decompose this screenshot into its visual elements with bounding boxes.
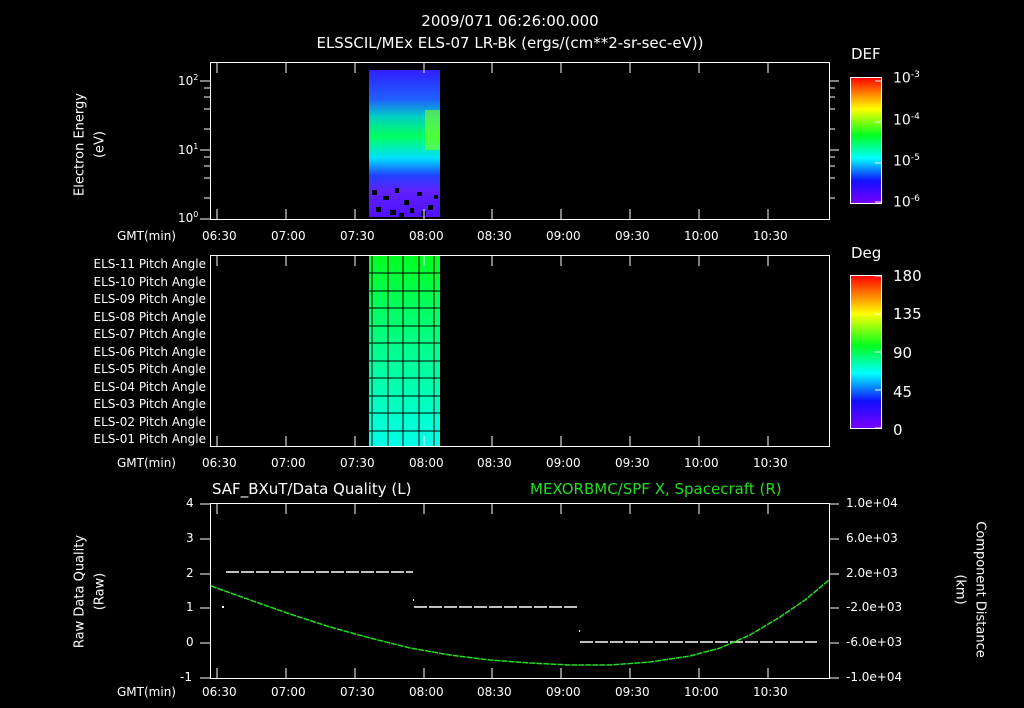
plot-title: ELSSCIL/MEx ELS-07 LR-Bk (ergs/(cm**2-sr… bbox=[316, 34, 704, 52]
right-ytick: -1.0e+04 bbox=[846, 670, 903, 684]
x-tick-label: 08:30 bbox=[477, 456, 512, 470]
panel1-yunit: (eV) bbox=[92, 130, 108, 159]
colorbar1-tick: 10-4 bbox=[893, 112, 920, 129]
x-tick-label: 09:30 bbox=[615, 685, 650, 699]
x-ticks-panel2 bbox=[216, 256, 769, 446]
panel3-right-yunit: (km) bbox=[952, 574, 968, 605]
x-tick-label: 09:30 bbox=[615, 229, 650, 243]
colorbar1-tick: 10-3 bbox=[893, 70, 920, 87]
pa-label: ELS-01 Pitch Angle bbox=[93, 432, 206, 446]
colorbar2-tick: 0 bbox=[893, 421, 903, 439]
x-tick-label: 10:30 bbox=[753, 456, 788, 470]
x-tick-label: 07:00 bbox=[271, 229, 306, 243]
x-tick-label: 08:00 bbox=[409, 456, 444, 470]
left-ytick: -1 bbox=[180, 670, 192, 684]
x-tick-label: 08:00 bbox=[409, 685, 444, 699]
x-tick-label: 10:00 bbox=[684, 229, 719, 243]
x-tick-label: 08:30 bbox=[477, 685, 512, 699]
panel1-ytick-10: 101 bbox=[178, 142, 199, 157]
colorbar1-tick: 10-6 bbox=[893, 194, 920, 211]
x-tick-label: 10:30 bbox=[753, 685, 788, 699]
colorbar2-tick: 45 bbox=[893, 383, 913, 401]
pa-label: ELS-02 Pitch Angle bbox=[93, 415, 206, 429]
colorbar2-title: Deg bbox=[851, 244, 882, 262]
right-ytick: -2.0e+03 bbox=[846, 600, 903, 614]
x-tick-label: 06:30 bbox=[202, 685, 237, 699]
colorbar2-tick: 135 bbox=[893, 305, 922, 323]
x-tick-label: 09:30 bbox=[615, 456, 650, 470]
x-tick-label: 07:30 bbox=[340, 456, 375, 470]
x-tick-label: 07:00 bbox=[271, 685, 306, 699]
left-ytick: 0 bbox=[186, 635, 194, 649]
colorbar1-title: DEF bbox=[851, 45, 881, 63]
left-ytick: 1 bbox=[186, 600, 194, 614]
x-axis-label: GMT(min) bbox=[117, 456, 176, 470]
x-tick-label: 07:30 bbox=[340, 685, 375, 699]
x-tick-label: 08:00 bbox=[409, 229, 444, 243]
x-tick-label: 08:30 bbox=[477, 229, 512, 243]
x-tick-label: 10:00 bbox=[684, 685, 719, 699]
pa-label: ELS-09 Pitch Angle bbox=[93, 292, 206, 306]
panel1-ylabel: Electron Energy bbox=[72, 93, 88, 196]
panel3-left-yunit: (Raw) bbox=[92, 572, 108, 611]
x-tick-label: 07:00 bbox=[271, 456, 306, 470]
right-ytick: 1.0e+04 bbox=[846, 496, 898, 510]
x-axis-label: GMT(min) bbox=[117, 685, 176, 699]
right-ytick: 2.0e+03 bbox=[846, 566, 898, 580]
pa-label: ELS-06 Pitch Angle bbox=[93, 345, 206, 359]
x-tick-label: 07:30 bbox=[340, 229, 375, 243]
pa-label: ELS-03 Pitch Angle bbox=[93, 397, 206, 411]
right-ytick: 6.0e+03 bbox=[846, 531, 898, 545]
x-tick-label: 06:30 bbox=[202, 456, 237, 470]
pa-label: ELS-05 Pitch Angle bbox=[93, 362, 206, 376]
pa-label: ELS-08 Pitch Angle bbox=[93, 310, 206, 324]
left-ytick: 3 bbox=[186, 531, 194, 545]
panel3-right-title: MEXORBMC/SPF X, Spacecraft (R) bbox=[530, 480, 782, 498]
x-ticks-panel1 bbox=[216, 63, 769, 219]
x-tick-label: 06:30 bbox=[202, 229, 237, 243]
panel1-ytick-1: 100 bbox=[178, 210, 199, 225]
x-tick-label: 09:00 bbox=[546, 685, 581, 699]
left-ytick: 2 bbox=[186, 566, 194, 580]
x-tick-label: 10:30 bbox=[753, 229, 788, 243]
colorbar2-tick: 90 bbox=[893, 344, 913, 362]
x-tick-label: 09:00 bbox=[546, 229, 581, 243]
x-ticks-panel3 bbox=[216, 504, 769, 678]
panel3-right-ylabel: Component Distance bbox=[972, 521, 988, 658]
pa-label: ELS-07 Pitch Angle bbox=[93, 327, 206, 341]
right-ytick: -6.0e+03 bbox=[846, 635, 903, 649]
x-tick-label: 09:00 bbox=[546, 456, 581, 470]
colorbar2-tick: 180 bbox=[893, 267, 922, 285]
x-tick-label: 10:00 bbox=[684, 456, 719, 470]
x-axis-label: GMT(min) bbox=[117, 229, 176, 243]
panel3-left-title: SAF_BXuT/Data Quality (L) bbox=[212, 480, 412, 498]
plot-timestamp: 2009/071 06:26:00.000 bbox=[421, 12, 599, 30]
panel1-ytick-100: 102 bbox=[178, 73, 199, 88]
left-ytick: 4 bbox=[186, 496, 194, 510]
pa-label: ELS-04 Pitch Angle bbox=[93, 380, 206, 394]
pa-label: ELS-11 Pitch Angle bbox=[93, 257, 206, 271]
colorbar1-tick: 10-5 bbox=[893, 153, 920, 170]
panel3-left-ylabel: Raw Data Quality bbox=[72, 534, 88, 649]
pa-label: ELS-10 Pitch Angle bbox=[93, 275, 206, 289]
